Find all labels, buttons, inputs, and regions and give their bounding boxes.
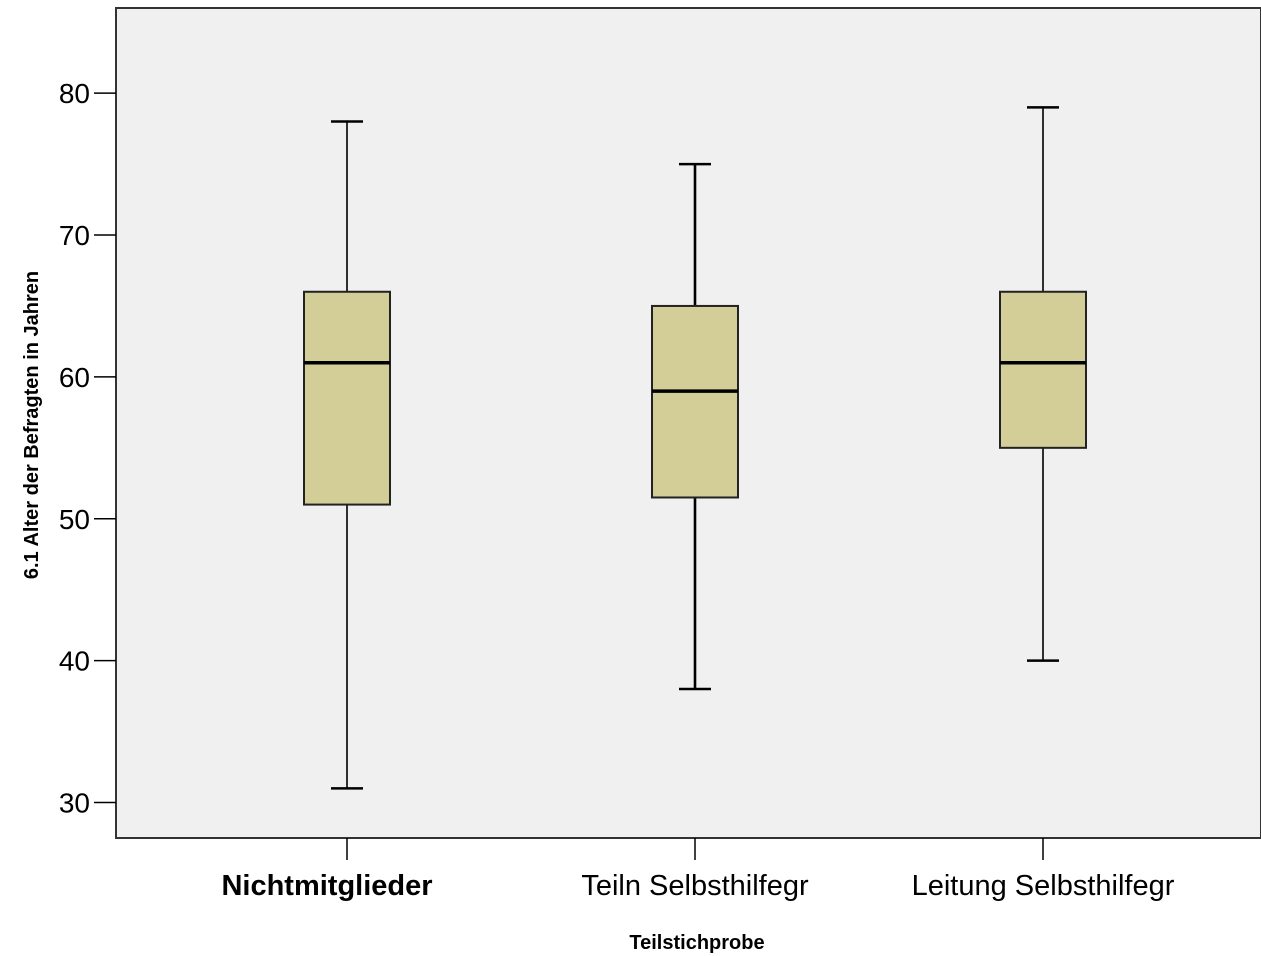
box-group [651,162,739,691]
y-tick-label: 70 [59,220,90,251]
iqr-box [999,290,1087,449]
box-group [303,120,391,790]
x-tick-label: Teiln Selbsthilfegr [581,870,809,902]
y-tick-label: 60 [59,362,90,393]
y-tick-label: 80 [59,78,90,109]
iqr-box [651,304,739,499]
x-axis-title: Teilstichprobe [629,932,764,954]
y-tick-label: 40 [59,646,90,677]
y-tick-label: 50 [59,504,90,535]
iqr-box [303,290,391,506]
y-axis: 30 40 50 60 70 80 [59,78,116,819]
y-axis-title: 6.1 Alter der Befragten in Jahren [21,271,43,579]
x-axis: Nichtmitglieder Teiln Selbsthilfegr Leitun… [221,838,1175,902]
box-group [999,106,1087,662]
x-tick-label: Nichtmitglieder [221,870,432,902]
x-tick-label: Leitung Selbsthilfegr [912,870,1175,902]
y-tick-label: 30 [59,788,90,819]
boxes [303,106,1087,790]
